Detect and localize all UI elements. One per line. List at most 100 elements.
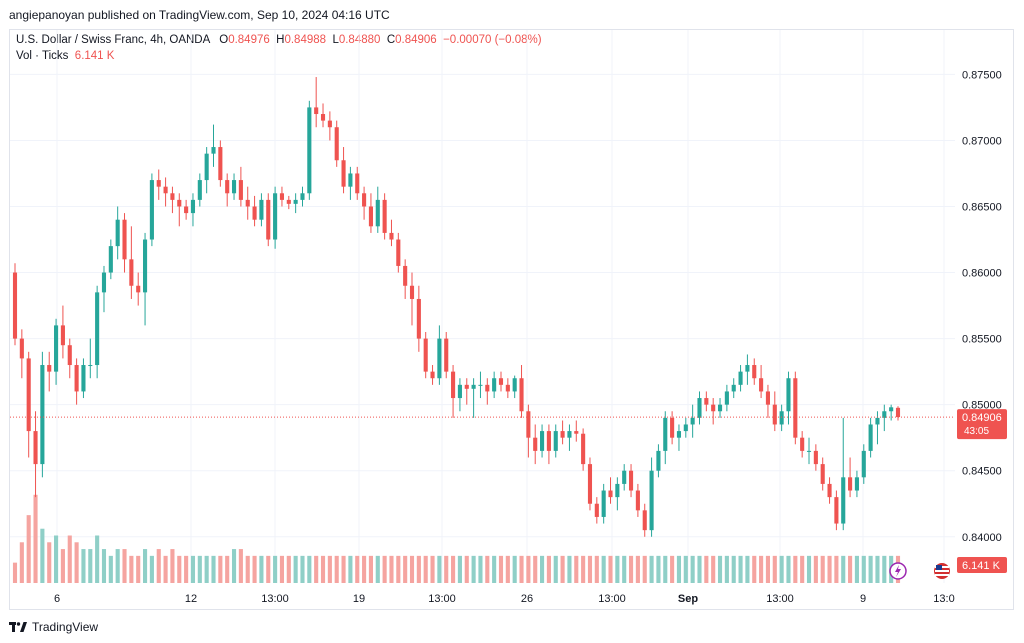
candle-body [615, 483, 620, 498]
candle-body [327, 120, 332, 128]
candle-body [512, 378, 517, 392]
volume-bar [540, 555, 545, 583]
volume-bar [567, 555, 572, 583]
candle-body [67, 345, 72, 366]
candle-body [485, 384, 490, 392]
candle-body [177, 199, 182, 207]
volume-bar [430, 555, 435, 583]
volume-bar [765, 555, 770, 583]
candle-body [170, 193, 175, 200]
candle-body [286, 199, 291, 204]
volume-bar [273, 555, 278, 583]
time-tick-label: 13:0 [933, 593, 954, 605]
volume-bar [772, 555, 777, 583]
volume-bar [184, 555, 189, 583]
us-flag-canton [936, 565, 942, 570]
volume-bar [129, 555, 134, 583]
candle-body [676, 431, 682, 438]
volume-bar [266, 555, 271, 583]
candle-body [574, 431, 579, 434]
candle-body [389, 232, 394, 240]
publisher-line: angiepanoyan published on TradingView.co… [9, 8, 390, 22]
candle-body [642, 510, 647, 531]
volume-bar [95, 535, 100, 583]
volume-bar [314, 555, 319, 583]
time-tick-label: 13:00 [428, 593, 456, 605]
candle-body [724, 391, 729, 405]
candle-body [348, 173, 353, 187]
volume-bar [389, 555, 394, 583]
high-label: H [276, 34, 285, 46]
candle-body [656, 450, 661, 471]
volume-bar [779, 555, 784, 583]
volume-bar [683, 555, 688, 583]
candle-body [122, 219, 127, 260]
candle-body [759, 378, 764, 392]
price-tick-label: 0.84500 [962, 466, 1002, 478]
volume-badge-label: 6.141 K [962, 560, 1001, 572]
volume-badge [957, 557, 1007, 573]
volume-bar [587, 555, 593, 583]
volume-bar [444, 555, 449, 583]
volume-bar [33, 494, 38, 583]
candle-body [382, 199, 387, 233]
candle-body [334, 127, 339, 161]
volume-bar [403, 555, 408, 583]
candle-body [245, 199, 250, 207]
candle-body [806, 450, 812, 452]
volume-bar [485, 555, 490, 583]
volume-bar [601, 555, 606, 583]
candle-body [765, 391, 770, 405]
volume-bar [704, 555, 709, 583]
candle-body [26, 358, 31, 432]
candle-body [362, 193, 367, 207]
candle-body [423, 338, 428, 372]
volume-bar [362, 555, 367, 583]
volume-bar [259, 555, 264, 583]
volume-bar [676, 555, 682, 583]
candle-body [875, 417, 880, 425]
volume-bar [649, 555, 654, 583]
volume-bar [731, 555, 736, 583]
price-tick-label: 0.85500 [962, 334, 1002, 346]
candle-body [403, 265, 408, 286]
volume-bar [615, 555, 620, 583]
candle-body [293, 199, 298, 204]
change-value: −0.00070 (−0.08%) [443, 34, 542, 46]
volume-bar [478, 555, 483, 583]
candle-body [430, 371, 435, 379]
volume-bar [12, 562, 18, 583]
volume-bar [505, 555, 510, 583]
candle-body [204, 153, 209, 181]
candle-body [108, 246, 113, 273]
volume-bar [806, 555, 812, 583]
candle-body [533, 437, 538, 451]
time-tick-label: 19 [353, 593, 365, 605]
last-price-badge [957, 409, 1007, 440]
volume-bar [60, 549, 65, 583]
candle-body [416, 298, 421, 339]
candle-body [471, 384, 476, 389]
volume-bar [204, 555, 209, 583]
candle-body [813, 450, 818, 465]
open-label: O [219, 34, 229, 46]
price-tick-label: 0.87500 [962, 69, 1002, 81]
price-tick-label: 0.85000 [962, 400, 1002, 412]
candle-body [711, 404, 716, 412]
candle-body [608, 490, 613, 498]
volume-bar [827, 555, 832, 583]
candle-body [848, 477, 853, 491]
volume-bar [156, 549, 161, 583]
candle-body [464, 384, 469, 389]
volume-bar [813, 555, 818, 583]
candle-body [731, 384, 736, 392]
candle-body [279, 193, 285, 200]
candle-body [622, 470, 627, 484]
volume-bar [553, 555, 558, 583]
volume-bar [752, 555, 757, 583]
volume-bar [546, 555, 551, 583]
candle-body [752, 365, 757, 379]
volume-bar [820, 555, 825, 583]
volume-label: Vol · Ticks [16, 50, 69, 62]
